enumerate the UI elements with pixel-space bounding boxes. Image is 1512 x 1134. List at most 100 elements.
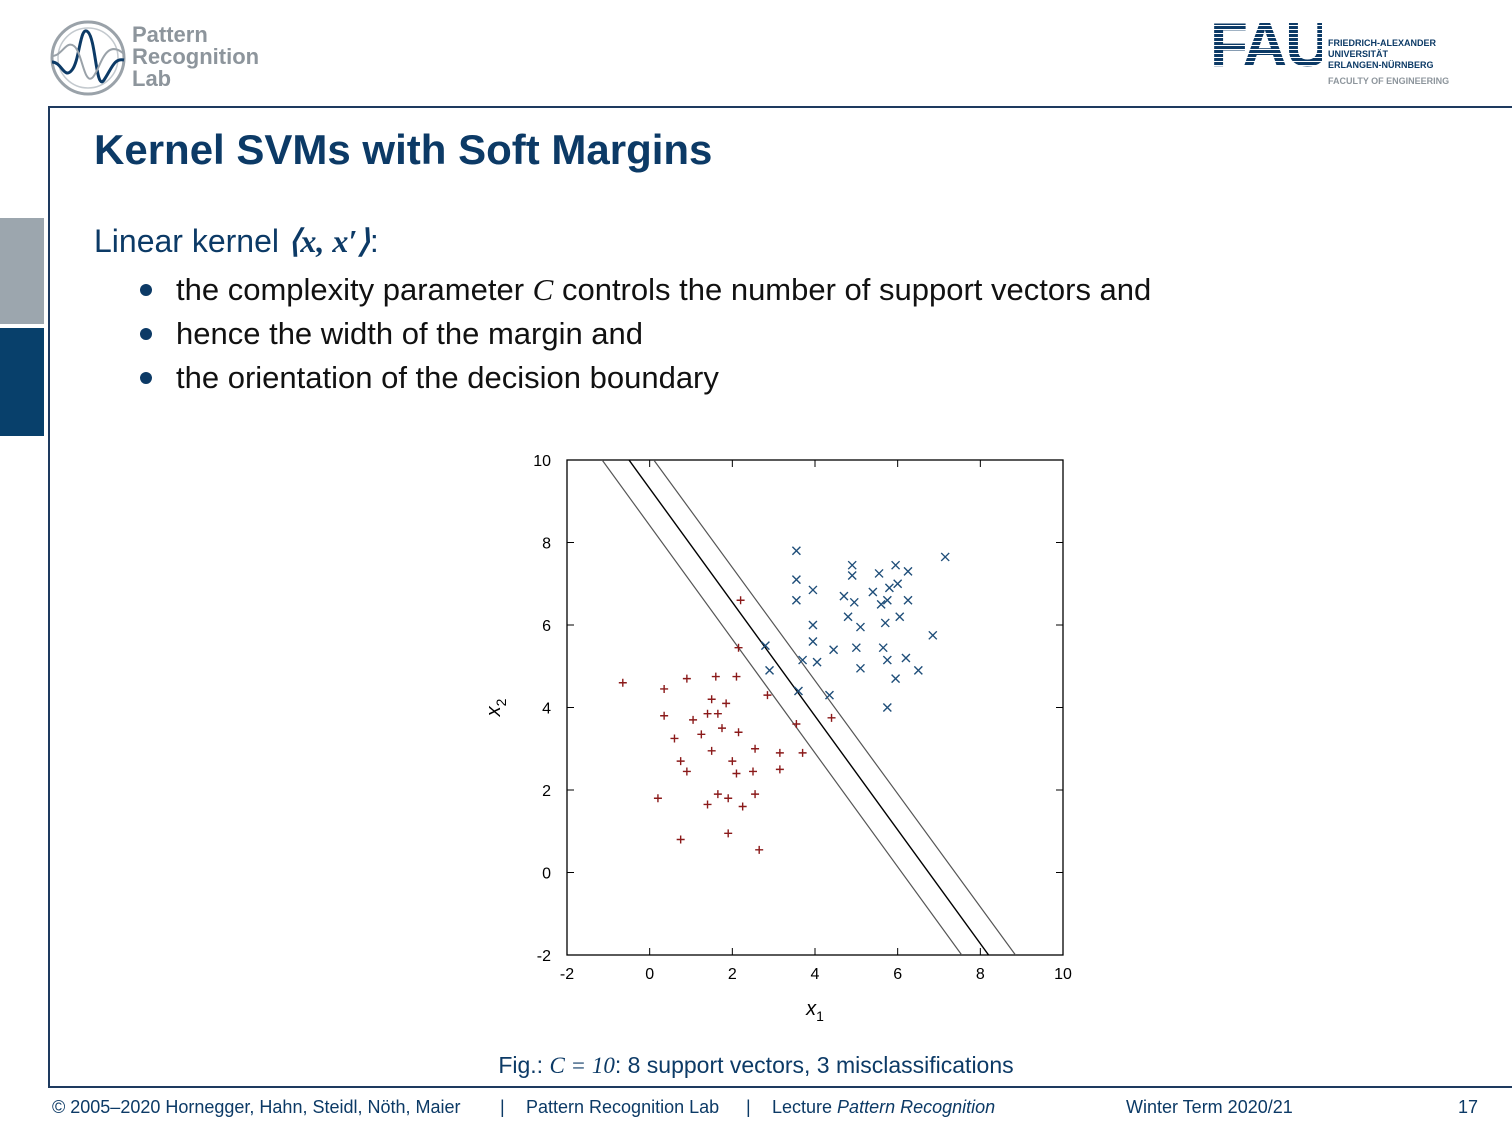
y-axis-label: x2 [483,698,509,717]
class-cross-point [940,552,950,562]
frame-left-rule [48,106,50,1088]
university-logo: FAU FRIEDRICH-ALEXANDER UNIVERSITÄT ERLA… [1210,11,1470,88]
university-name-line: FRIEDRICH-ALEXANDER [1328,38,1436,48]
class-plus-point [718,724,726,733]
footer-separator: | [746,1097,751,1117]
class-plus-point [728,757,737,766]
class-cross-point [882,655,892,665]
class-plus-point [751,790,760,799]
class-cross-point [798,655,808,665]
university-name-line: ERLANGEN-NÜRNBERG [1328,60,1434,70]
x-tick-label: -2 [560,966,574,983]
decision-boundary-line [628,460,990,955]
bullet-item: the complexity parameter C controls the … [140,268,1151,312]
class-plus-point [697,730,706,739]
y-tick-label: 2 [542,783,551,800]
x-tick-label: 8 [976,966,985,983]
footer-separator: | [500,1097,505,1117]
class-cross-point [808,637,818,646]
footer-lab: Pattern Recognition Lab [526,1097,720,1117]
y-tick-label: -2 [537,948,551,965]
slide-title: Kernel SVMs with Soft Margins [94,126,713,173]
class-cross-point [891,674,901,684]
class-plus-point [676,835,685,844]
bullet-list: the complexity parameter C controls the … [140,268,1151,400]
class-cross-point [868,587,878,597]
class-cross-point [765,665,775,675]
class-cross-point [760,641,770,651]
frame-bottom-rule [48,1086,1512,1088]
class-plus-point [749,767,757,776]
footer-lecture: Lecture Pattern Recognition [772,1097,996,1117]
class-plus-point [676,757,685,766]
class-plus-point [653,794,662,803]
class-cross-point [895,612,905,622]
lab-logo-line: Recognition [132,44,260,69]
class-plus-point [713,709,722,718]
class-cross-point [903,595,913,605]
footer-copyright: © 2005–2020 Hornegger, Hahn, Steidl, Nöt… [52,1097,461,1117]
parameter-c: C [532,272,554,307]
lab-logo: Pattern Recognition Lab [48,20,278,100]
class-plus-point [734,643,743,652]
kernel-formula: ⟨x, x′⟩ [287,223,370,259]
svg-text:FAU: FAU [1210,18,1322,70]
class-cross-point [824,690,834,700]
lab-logo-line: Lab [132,66,172,91]
class-cross-point [928,630,938,640]
class-plus-point [732,769,741,778]
class-cross-point [793,686,803,696]
lab-logo-text: Pattern Recognition Lab [132,24,259,90]
x-tick-label: 10 [1054,966,1072,983]
university-name: FRIEDRICH-ALEXANDER UNIVERSITÄT ERLANGEN… [1328,38,1436,71]
class-plus-point [707,746,716,755]
y-tick-label: 4 [542,701,551,718]
class-cross-point [849,597,859,607]
class-plus-point [682,674,691,683]
x-tick-label: 0 [645,966,654,983]
class-cross-point [903,566,913,576]
class-cross-point [882,703,892,712]
x-tick-label: 4 [811,966,820,983]
lab-logo-line: Pattern [132,22,208,47]
class-plus-point [707,695,716,704]
class-cross-point [880,618,890,628]
bullet-item: the orientation of the decision boundary [140,356,1151,400]
class-plus-point [738,802,747,811]
class-cross-point [874,568,884,578]
class-cross-point [791,546,801,556]
class-plus-point [736,596,745,605]
class-cross-point [855,663,865,673]
margin-line [653,460,1016,955]
class-cross-point [893,579,903,589]
class-plus-point [734,728,743,737]
class-plus-point [660,684,669,693]
class-plus-point [775,765,784,774]
frame-top-rule [48,106,1512,108]
class-plus-point [703,800,712,809]
class-plus-point [792,720,801,728]
class-cross-point [884,583,894,593]
figure-caption: Fig.: C = 10: 8 support vectors, 3 miscl… [498,1052,1014,1078]
bullet-item: hence the width of the margin and [140,312,1151,356]
svm-scatter-plot: -2 0 2 4 6 8 10 -2 0 2 4 6 8 10 x1 x2 [483,453,1072,1024]
class-cross-point [878,643,888,653]
class-plus-point [618,678,627,687]
section-marker-inactive [0,218,44,324]
caption-parameter: C = 10 [549,1053,615,1078]
class-cross-point [913,665,923,675]
fau-letters-logo: FAU [1210,11,1330,80]
y-tick-label: 8 [542,536,551,553]
class-cross-point [808,620,818,630]
class-cross-point [847,560,857,570]
footer-term: Winter Term 2020/21 [1126,1097,1293,1117]
class-plus-point [722,699,731,708]
class-plus-point [703,709,712,718]
class-cross-point [791,595,801,605]
class-plus-point [732,672,741,681]
intro-line: Linear kernel ⟨x, x′⟩: [94,222,379,260]
class-cross-point [891,560,901,570]
y-tick-label: 6 [542,618,551,635]
y-tick-label: 0 [542,866,551,883]
intro-colon: : [369,223,379,259]
